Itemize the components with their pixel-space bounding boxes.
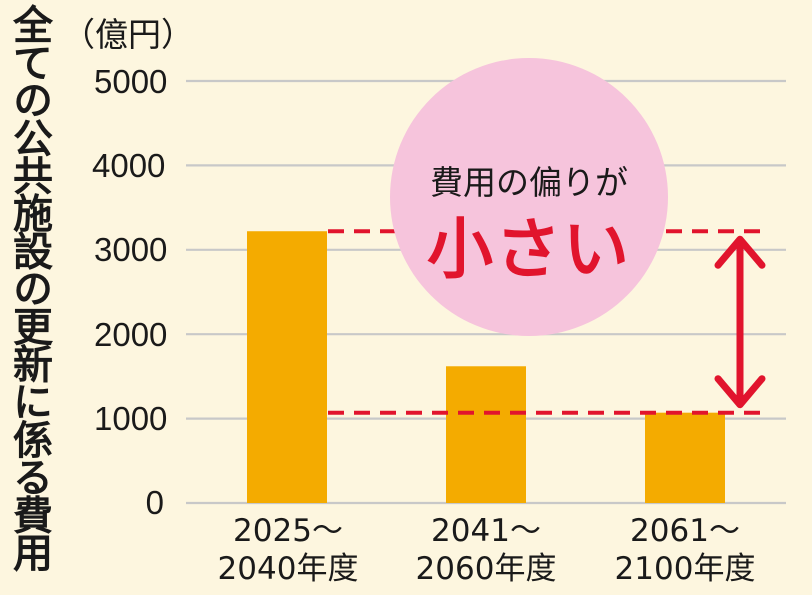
x-tick-label: 2061～ 2100年度	[614, 513, 756, 587]
y-tick-label: 5000	[94, 63, 168, 100]
bar	[247, 231, 327, 503]
y-tick-label: 1000	[94, 400, 168, 437]
x-tick-label: 2025～ 2040年度	[217, 513, 359, 587]
unit-label: （億円）	[62, 15, 194, 54]
y-tick-label: 2000	[94, 316, 168, 353]
bar	[446, 366, 526, 503]
annotation-bubble	[390, 58, 668, 336]
difference-arrow-head-down	[714, 375, 766, 409]
y-tick-label: 0	[145, 484, 164, 521]
y-axis-label: 全ての公共施設の更新に係る費用	[6, 4, 52, 570]
annotation-line1: 費用の偏りが	[430, 163, 628, 202]
x-tick-label: 2041～ 2060年度	[415, 513, 557, 587]
y-tick-label: 3000	[94, 231, 168, 268]
annotation-line2: 小さい	[427, 211, 631, 288]
bar	[645, 412, 725, 503]
difference-arrow-head-up	[714, 235, 766, 269]
y-tick-label: 4000	[92, 147, 166, 184]
